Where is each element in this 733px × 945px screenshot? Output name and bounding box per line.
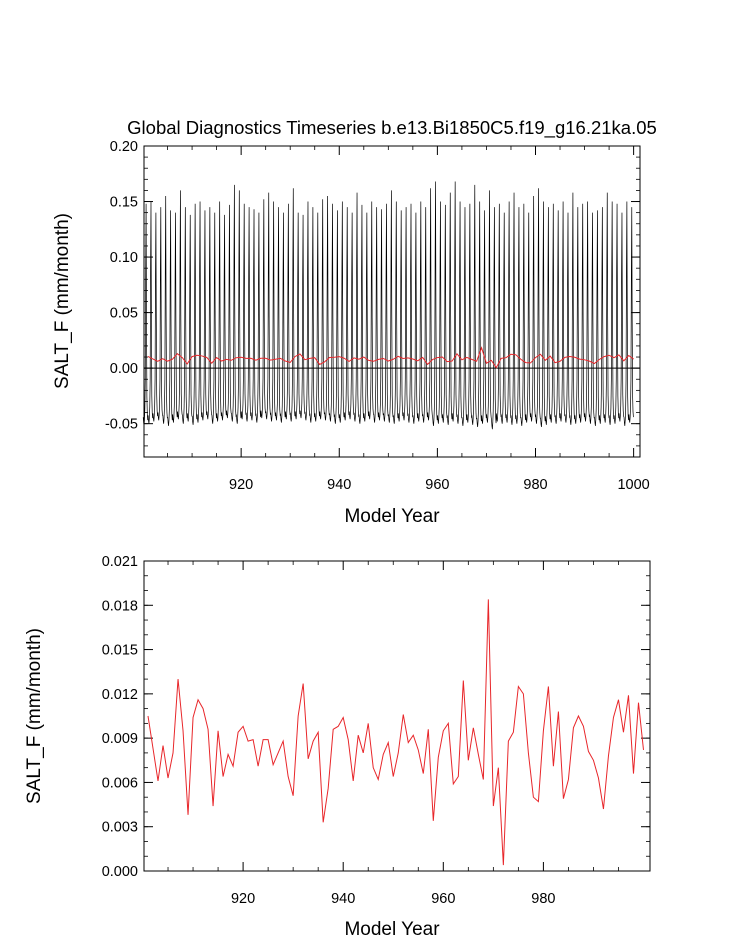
y-tick-label: 0.018 <box>102 598 138 614</box>
top-chart-title: Global Diagnostics Timeseries b.e13.Bi18… <box>127 117 657 139</box>
y-tick-label: 0.012 <box>102 687 138 703</box>
y-tick-label: 0.009 <box>102 731 138 747</box>
y-tick-label: 0.00 <box>110 361 138 377</box>
y-tick-label: 0.021 <box>102 554 138 570</box>
annual-mean-series-line <box>147 346 634 369</box>
bottom-plot-area <box>147 599 644 866</box>
x-tick-label: 980 <box>523 477 547 493</box>
y-tick-label: 0.015 <box>102 643 138 659</box>
x-tick-label: 920 <box>231 891 255 907</box>
monthly-series-line <box>142 181 634 430</box>
top-y-axis-label: SALT_F (mm/month) <box>52 213 73 389</box>
x-tick-label: 940 <box>331 891 355 907</box>
bottom-panel: SALT_F (mm/month) Model Year 0.0000.0030… <box>24 554 651 940</box>
top-panel: Global Diagnostics Timeseries b.e13.Bi18… <box>52 117 657 527</box>
y-tick-label: 0.05 <box>110 306 138 322</box>
x-tick-label: 1000 <box>617 477 649 493</box>
x-tick-label: 960 <box>431 891 455 907</box>
y-tick-label: 0.20 <box>110 139 138 155</box>
bottom-x-axis-label: Model Year <box>344 919 440 940</box>
bottom-y-ticks: 0.000 0.003 0.006 0.009 0.012 0.015 0.018 0.021 <box>102 554 650 880</box>
top-plot-frame <box>143 145 641 458</box>
y-tick-label: -0.05 <box>105 417 138 433</box>
y-tick-label: 0.10 <box>110 250 138 266</box>
top-y-ticks: -0.05 0.00 0.05 0.10 0.15 0.20 <box>105 139 640 458</box>
top-plot-area <box>142 181 640 430</box>
y-tick-label: 0.006 <box>102 775 138 791</box>
x-tick-label: 960 <box>425 477 449 493</box>
bottom-y-axis-label: SALT_F (mm/month) <box>24 628 45 804</box>
x-tick-label: 980 <box>531 891 555 907</box>
x-tick-label: 940 <box>327 477 351 493</box>
top-x-axis-label: Model Year <box>344 506 440 527</box>
y-tick-label: 0.000 <box>102 864 138 880</box>
annual-series-line <box>147 599 644 866</box>
y-tick-label: 0.15 <box>110 195 138 211</box>
y-tick-label: 0.003 <box>102 820 138 836</box>
x-tick-label: 920 <box>229 477 253 493</box>
bottom-plot-frame <box>143 560 651 872</box>
bottom-x-ticks: 920 940 960 980 <box>167 561 619 907</box>
top-x-ticks: 920 940 960 980 1000 <box>167 146 650 493</box>
